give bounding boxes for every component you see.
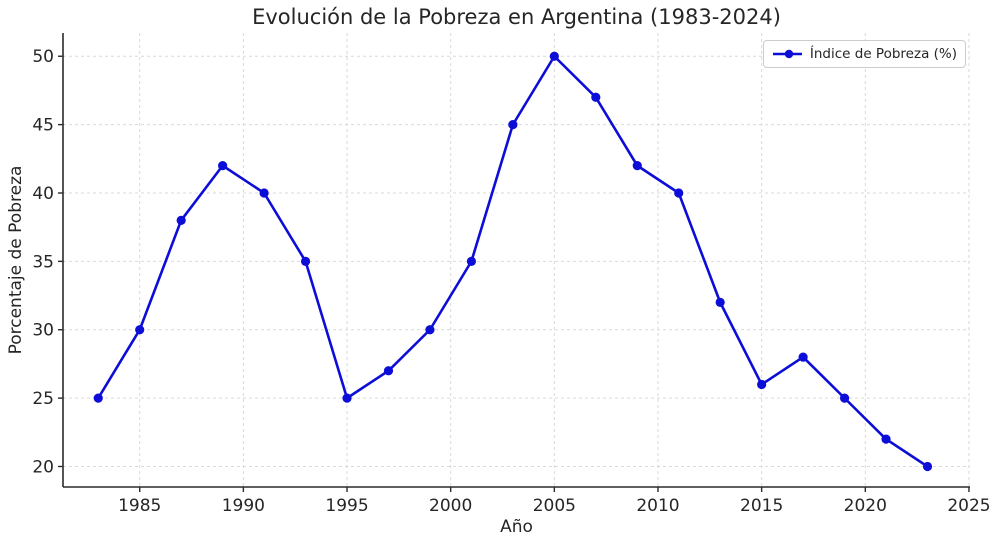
data-point-marker <box>632 161 642 171</box>
y-axis-label: Porcentaje de Pobreza <box>6 165 26 355</box>
data-point-marker <box>466 256 477 266</box>
legend: Índice de Pobreza (%) <box>763 40 966 68</box>
data-point-marker <box>798 352 808 362</box>
data-point-marker <box>922 461 933 472</box>
data-point-marker <box>715 297 725 307</box>
x-axis-ticks: 1985 1990 1995 2000 2005 2010 2015 2020 2025 <box>118 487 991 516</box>
data-point-marker <box>591 92 601 102</box>
svg-text:50: 50 <box>32 47 54 67</box>
legend-line-marker-icon <box>773 49 802 59</box>
svg-text:2025: 2025 <box>947 496 990 516</box>
svg-text:1985: 1985 <box>118 496 161 516</box>
poverty-index-series <box>93 51 933 472</box>
svg-text:30: 30 <box>32 321 54 341</box>
svg-text:2005: 2005 <box>533 496 576 516</box>
data-point-marker <box>549 51 559 61</box>
svg-text:2020: 2020 <box>844 496 887 516</box>
chart-title: Evolución de la Pobreza en Argentina (19… <box>252 5 781 29</box>
data-point-marker <box>176 215 186 225</box>
y-axis-ticks: 20 25 30 35 40 45 50 <box>32 47 63 477</box>
data-point-marker <box>135 325 145 335</box>
svg-text:40: 40 <box>32 184 54 204</box>
data-point-marker <box>757 379 767 390</box>
svg-text:35: 35 <box>32 252 54 272</box>
svg-text:2015: 2015 <box>740 496 783 516</box>
data-point-marker <box>383 366 394 376</box>
data-point-marker <box>300 256 311 266</box>
data-point-marker <box>674 188 684 198</box>
legend-label: Índice de Pobreza (%) <box>809 46 957 62</box>
svg-text:25: 25 <box>32 389 54 409</box>
grid-lines <box>63 33 970 487</box>
svg-text:1990: 1990 <box>222 496 265 516</box>
data-point-marker <box>425 325 435 335</box>
axes-spines <box>62 33 970 488</box>
data-point-marker <box>93 393 103 403</box>
data-point-marker <box>881 434 891 444</box>
svg-text:2010: 2010 <box>636 496 679 516</box>
data-point-marker <box>342 393 352 403</box>
svg-text:45: 45 <box>32 116 54 136</box>
svg-text:1995: 1995 <box>325 496 368 516</box>
data-point-marker <box>259 188 269 198</box>
x-axis-label: Año <box>500 517 533 537</box>
data-point-marker <box>218 161 228 171</box>
data-point-marker <box>839 393 850 403</box>
svg-text:20: 20 <box>32 457 54 477</box>
data-point-marker <box>508 120 518 130</box>
svg-text:2000: 2000 <box>429 496 472 516</box>
